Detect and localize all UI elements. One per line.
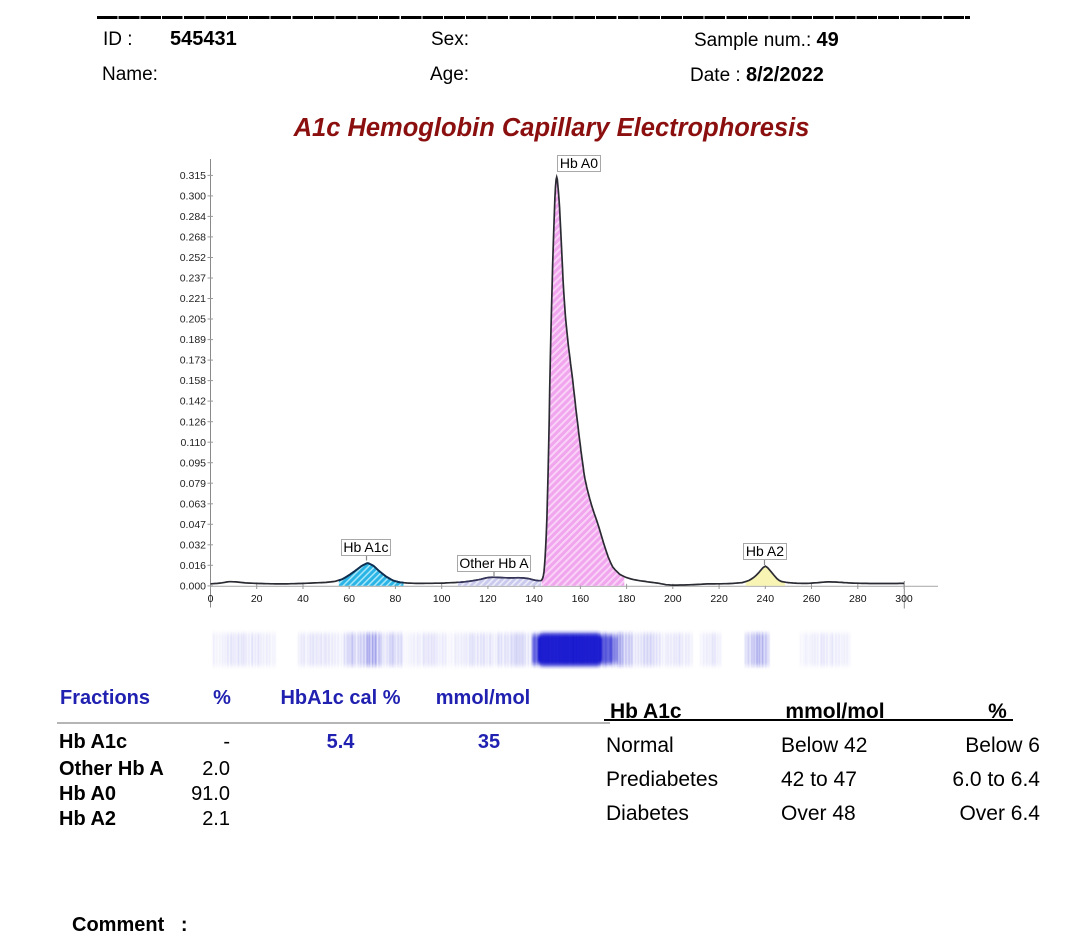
svg-text:80: 80 (390, 593, 402, 605)
svg-text:120: 120 (479, 593, 497, 605)
svg-text:0.189: 0.189 (180, 334, 206, 346)
svg-text:220: 220 (710, 593, 728, 605)
svg-text:200: 200 (664, 593, 682, 605)
svg-text:60: 60 (343, 593, 355, 605)
svg-text:100: 100 (433, 593, 451, 605)
svg-text:0.268: 0.268 (180, 232, 206, 244)
svg-text:140: 140 (525, 593, 543, 605)
svg-text:0.032: 0.032 (180, 539, 206, 551)
svg-text:0.110: 0.110 (181, 437, 207, 449)
svg-text:0.237: 0.237 (180, 273, 206, 285)
svg-text:0.284: 0.284 (180, 211, 206, 223)
svg-text:0.315: 0.315 (180, 170, 206, 182)
svg-text:280: 280 (849, 593, 867, 605)
svg-text:300: 300 (895, 593, 913, 605)
svg-text:0.205: 0.205 (180, 314, 206, 326)
svg-text:0.173: 0.173 (180, 355, 206, 367)
svg-text:0.221: 0.221 (180, 293, 206, 305)
svg-text:40: 40 (297, 593, 309, 605)
svg-text:0.079: 0.079 (180, 478, 206, 490)
svg-text:0.252: 0.252 (180, 252, 206, 264)
svg-text:160: 160 (572, 593, 590, 605)
svg-text:260: 260 (803, 593, 821, 605)
svg-text:0.000: 0.000 (180, 581, 206, 593)
svg-text:0.016: 0.016 (180, 560, 206, 572)
svg-text:0.047: 0.047 (180, 519, 206, 531)
svg-text:0.158: 0.158 (180, 375, 206, 387)
svg-text:240: 240 (757, 593, 775, 605)
svg-text:0.095: 0.095 (180, 457, 206, 469)
svg-text:0.300: 0.300 (180, 191, 206, 203)
svg-text:0.142: 0.142 (180, 396, 206, 408)
svg-text:180: 180 (618, 593, 636, 605)
svg-text:0: 0 (208, 593, 214, 605)
svg-text:0.063: 0.063 (180, 498, 206, 510)
svg-text:0.126: 0.126 (180, 416, 206, 428)
svg-text:20: 20 (251, 593, 263, 605)
